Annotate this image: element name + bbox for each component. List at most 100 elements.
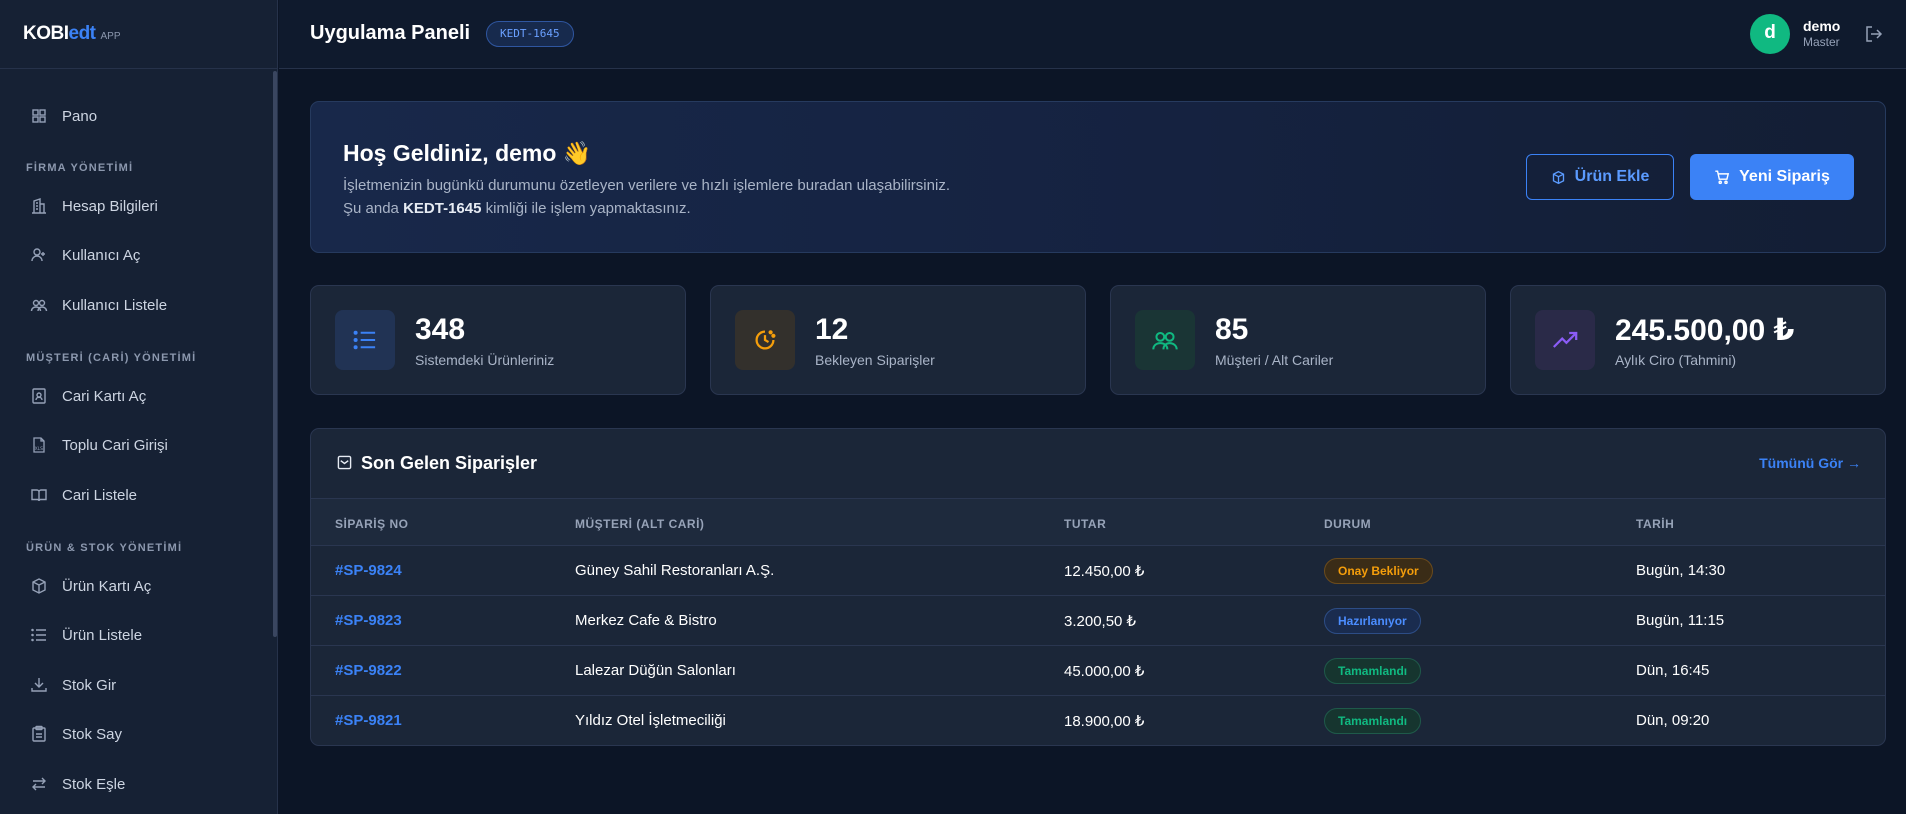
new-order-button[interactable]: Yeni Sipariş xyxy=(1690,154,1854,200)
order-date: Bugün, 14:30 xyxy=(1636,562,1726,579)
table-row[interactable]: #SP-9823 Merkez Cafe & Bistro 3.200,50 ₺… xyxy=(311,596,1885,646)
list-icon xyxy=(335,310,395,370)
sidebar-item-urun-listele[interactable]: Ürün Listele xyxy=(30,623,142,647)
sidebar-item-cari-listele[interactable]: Cari Listele xyxy=(30,483,137,507)
sidebar-item-label: Ürün Listele xyxy=(62,626,143,644)
sidebar-scrollbar[interactable] xyxy=(273,71,277,637)
inbox-icon xyxy=(337,455,352,475)
stat-value: 12 xyxy=(815,313,849,346)
status-badge: Tamamlandı xyxy=(1324,658,1422,684)
stat-label: Müşteri / Alt Cariler xyxy=(1215,352,1334,368)
order-amount: 45.000,00 ₺ xyxy=(1064,663,1145,680)
welcome-title: Hoş Geldiniz, demo 👋 xyxy=(343,140,592,166)
stat-card-pending-orders: 12 Bekleyen Siparişler xyxy=(710,285,1086,395)
column-header: TARİH xyxy=(1636,517,1675,531)
company-code-badge: KEDT-1645 xyxy=(486,21,574,47)
order-customer: Lalezar Düğün Salonları xyxy=(575,662,736,679)
add-product-label: Ürün Ekle xyxy=(1574,168,1650,185)
sidebar-item-label: Stok Say xyxy=(62,725,123,743)
users-icon xyxy=(1135,310,1195,370)
order-number[interactable]: #SP-9824 xyxy=(335,562,402,579)
status-badge: Hazırlanıyor xyxy=(1324,608,1421,634)
sidebar: KOBI edt APP Pano FİRMA YÖNETİMİ Hesap Bil… xyxy=(0,0,278,814)
brand-logo[interactable]: KOBI edt APP xyxy=(0,0,277,69)
sidebar-item-stok-say[interactable]: Stok Say xyxy=(30,722,122,746)
stat-label: Sistemdeki Ürünleriniz xyxy=(415,352,555,368)
sidebar-item-hesap-bilgileri[interactable]: Hesap Bilgileri xyxy=(30,194,158,218)
box-icon xyxy=(30,577,48,595)
order-date: Bugün, 11:15 xyxy=(1636,612,1725,629)
table-row[interactable]: #SP-9824 Güney Sahil Restoranları A.Ş. 1… xyxy=(311,546,1885,596)
sidebar-item-label: Stok Gir xyxy=(62,676,117,694)
trend-up-icon xyxy=(1535,310,1595,370)
sidebar-item-label: Cari Listele xyxy=(62,486,138,504)
orders-header: Son Gelen Siparişler Tümünü Gör → xyxy=(311,429,1885,499)
user-role: Master xyxy=(1803,35,1840,49)
avatar[interactable]: d xyxy=(1750,14,1790,54)
clipboard-icon xyxy=(30,725,48,743)
welcome-description: İşletmenizin bugünkü durumunu özetleyen … xyxy=(343,177,950,194)
brand-part2: edt xyxy=(68,23,97,44)
cart-icon xyxy=(1715,170,1730,185)
welcome-session-info: Şu anda KEDT-1645 kimliği ile işlem yapm… xyxy=(343,200,691,217)
xls-file-icon: XLS xyxy=(30,436,48,454)
status-badge: Onay Bekliyor xyxy=(1324,558,1433,584)
sidebar-item-label: Kullanıcı Aç xyxy=(62,246,141,264)
order-date: Dün, 09:20 xyxy=(1636,712,1710,729)
sidebar-item-urun-karti-ac[interactable]: Ürün Kartı Aç xyxy=(30,574,151,598)
sidebar-item-label: Kullanıcı Listele xyxy=(62,296,168,314)
sidebar-item-label: Ürün Kartı Aç xyxy=(62,577,152,595)
stat-label: Bekleyen Siparişler xyxy=(815,352,935,368)
order-customer: Yıldız Otel İşletmeciliği xyxy=(575,712,726,729)
sidebar-item-pano[interactable]: Pano xyxy=(30,104,97,128)
clock-icon xyxy=(735,310,795,370)
sidebar-item-label: Cari Kartı Aç xyxy=(62,387,147,405)
table-row[interactable]: #SP-9822 Lalezar Düğün Salonları 45.000,… xyxy=(311,646,1885,696)
download-icon xyxy=(30,676,48,694)
order-number[interactable]: #SP-9822 xyxy=(335,662,402,679)
add-product-button[interactable]: Ürün Ekle xyxy=(1526,154,1674,200)
column-header: TUTAR xyxy=(1064,517,1107,531)
table-row[interactable]: #SP-9821 Yıldız Otel İşletmeciliği 18.90… xyxy=(311,696,1885,745)
brand-suffix: APP xyxy=(100,31,121,42)
sidebar-item-kullanici-listele[interactable]: Kullanıcı Listele xyxy=(30,293,167,317)
logout-icon[interactable] xyxy=(1864,24,1884,49)
contact-card-icon xyxy=(30,387,48,405)
box-icon xyxy=(1552,170,1564,184)
sidebar-item-stok-gir[interactable]: Stok Gir xyxy=(30,673,116,697)
welcome-banner: Hoş Geldiniz, demo 👋 İşletmenizin bugünk… xyxy=(310,101,1886,253)
stat-label: Aylık Ciro (Tahmini) xyxy=(1615,352,1737,368)
sidebar-section-title: MÜŞTERİ (CARİ) YÖNETİMİ xyxy=(26,352,197,364)
sidebar-section-title: ÜRÜN & STOK YÖNETİMİ xyxy=(26,542,183,554)
table-header-row: SİPARİŞ NO MÜŞTERİ (ALT CARİ) TUTAR DURU… xyxy=(311,499,1885,546)
stat-value: 85 xyxy=(1215,313,1249,346)
svg-text:XLS: XLS xyxy=(35,446,44,452)
sidebar-item-toplu-cari-girisi[interactable]: XLS Toplu Cari Girişi xyxy=(30,433,168,457)
order-number[interactable]: #SP-9821 xyxy=(335,712,402,729)
sidebar-item-kullanici-ac[interactable]: Kullanıcı Aç xyxy=(30,243,140,267)
order-amount: 18.900,00 ₺ xyxy=(1064,713,1145,730)
user-plus-icon xyxy=(30,246,48,264)
sidebar-section-title: FİRMA YÖNETİMİ xyxy=(26,162,134,174)
recent-orders-panel: Son Gelen Siparişler Tümünü Gör → SİPARİ… xyxy=(310,428,1886,746)
column-header: DURUM xyxy=(1324,517,1372,531)
brand-part1: KOBI xyxy=(23,23,69,44)
order-number[interactable]: #SP-9823 xyxy=(335,612,402,629)
orders-title: Son Gelen Siparişler xyxy=(361,453,538,473)
session-prefix: Şu anda xyxy=(343,200,404,217)
list-icon xyxy=(30,626,48,644)
stat-value: 245.500,00 ₺ xyxy=(1615,314,1795,347)
swap-icon xyxy=(30,775,48,793)
page-title: Uygulama Paneli xyxy=(310,22,471,44)
sidebar-item-cari-karti-ac[interactable]: Cari Kartı Aç xyxy=(30,384,146,408)
session-suffix: kimliği ile işlem yapmaktasınız. xyxy=(481,200,691,217)
users-icon xyxy=(30,296,48,314)
view-all-link[interactable]: Tümünü Gör → xyxy=(1759,455,1861,471)
sidebar-item-label: Pano xyxy=(62,107,98,125)
sidebar-item-label: Hesap Bilgileri xyxy=(62,197,158,215)
sidebar-item-stok-esle[interactable]: Stok Eşle xyxy=(30,772,125,796)
building-icon xyxy=(30,197,48,215)
session-code: KEDT-1645 xyxy=(403,200,482,217)
order-date: Dün, 16:45 xyxy=(1636,662,1710,679)
new-order-label: Yeni Sipariş xyxy=(1739,168,1830,185)
